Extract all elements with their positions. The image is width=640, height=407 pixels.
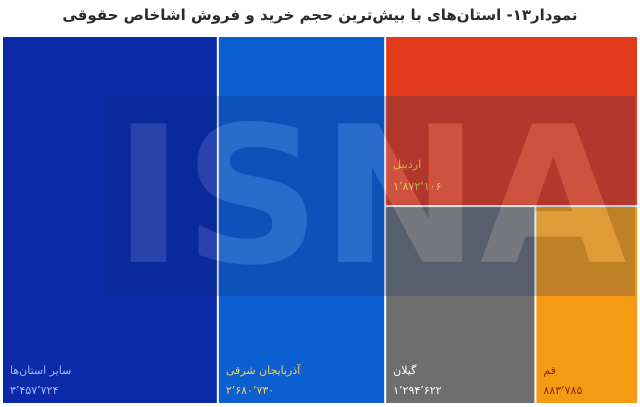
tile-category-label: آذربایجان شرقی	[226, 363, 301, 377]
tile-value-label: ۲٬۶۸۰٬۷۳۰	[226, 384, 274, 397]
tile-value-label: ۸۸۳٬۷۸۵	[543, 384, 582, 397]
tile-category-label: اردبیل	[393, 158, 421, 171]
tile-category-label: قم	[543, 364, 556, 377]
isna-watermark: ISNA	[105, 86, 635, 307]
treemap-tile	[3, 37, 217, 403]
tile-category-label: گیلان	[393, 364, 417, 377]
tile-value-label: ۳٬۴۵۷٬۷۲۴	[10, 384, 58, 397]
treemap-tile	[386, 37, 637, 206]
chart-title: نمودار۱۳- استان‌های با بیش‌ترین حجم خرید…	[62, 6, 578, 24]
treemap-tile	[536, 207, 637, 403]
treemap-tile	[218, 37, 385, 403]
watermark-text: ISNA	[113, 86, 627, 307]
tile-value-label: ۱٬۲۹۴٬۶۲۲	[393, 384, 441, 397]
tile-category-label: سایر استان‌ها	[10, 364, 71, 377]
treemap-tile	[386, 207, 535, 403]
tile-value-label: ۱٬۸۷۲٬۱۰۶	[393, 180, 441, 193]
